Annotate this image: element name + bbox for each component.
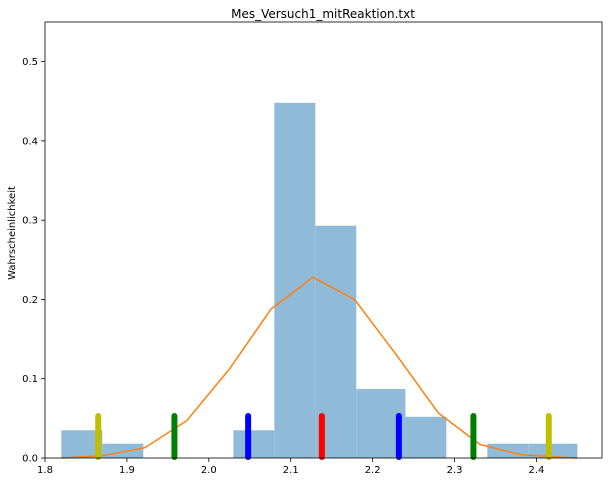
axes — [44, 21, 603, 459]
chart-title: Mes_Versuch1_mitReaktion.txt — [231, 7, 415, 21]
ticks: 1.8 1.9 2.0 2.1 2.2 2.3 2.4 0.0 0.1 0.2 0.3 0.4 0.5 — [22, 57, 544, 476]
histogram-bar-4 — [233, 430, 275, 458]
histogram-bar-8 — [405, 416, 447, 458]
x-tick-label-4: 2.2 — [365, 465, 381, 476]
y-tick-label-1: 0.1 — [22, 374, 38, 385]
density-line-0 — [61, 276, 578, 459]
y-tick-label-3: 0.3 — [22, 216, 38, 227]
density-curve — [61, 276, 578, 459]
x-tick-label-6: 2.4 — [529, 465, 545, 476]
histogram-bar-1 — [102, 443, 144, 458]
y-tick-label-0: 0.0 — [22, 454, 38, 465]
x-tick-label-3: 2.1 — [283, 465, 299, 476]
histogram-bar-11 — [528, 443, 578, 458]
x-tick-label-2: 2.0 — [201, 465, 217, 476]
y-tick-label-5: 0.5 — [22, 57, 38, 68]
y-tick-label-4: 0.4 — [22, 136, 38, 147]
y-axis-label: Wahrscheinlichkeit — [7, 186, 18, 280]
marker-lines — [95, 412, 552, 460]
x-tick-label-5: 2.3 — [447, 465, 463, 476]
x-tick-label-1: 1.9 — [119, 465, 135, 476]
y-tick-label-2: 0.2 — [22, 295, 38, 306]
x-tick-label-0: 1.8 — [37, 465, 53, 476]
plot-frame — [44, 21, 603, 459]
